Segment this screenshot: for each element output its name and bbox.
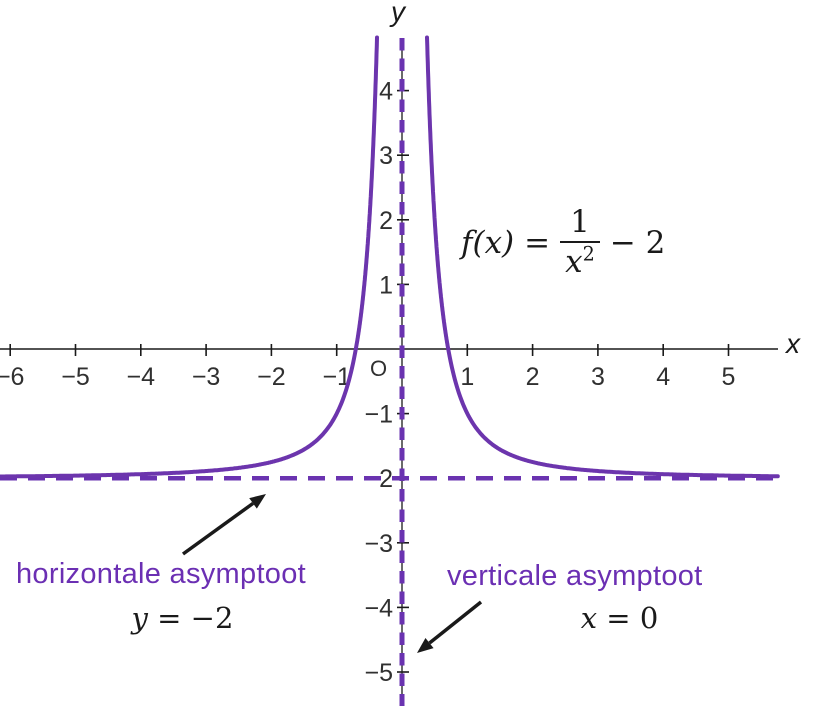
horizontal-asymptote-label: horizontale asymptoot (16, 558, 307, 590)
x-axis-label: x (786, 328, 800, 359)
y-axis-label: y (391, 0, 405, 27)
y-tick-label: 4 (379, 78, 393, 106)
arrow-to-horizontal-asymptote (181, 501, 255, 556)
x-tick-label: 1 (460, 363, 474, 391)
y-tick-label: −4 (364, 594, 393, 622)
y-tick-label: −3 (364, 530, 393, 558)
y-tick-label: 3 (379, 142, 393, 170)
x-tick-label: 3 (591, 363, 605, 391)
function-curve-left-branch (0, 35, 379, 479)
y-tick-label: 2 (379, 207, 393, 235)
horizontal-asymptote-equation-value: = −2 (147, 601, 234, 635)
x-tick-label: 5 (722, 363, 736, 391)
origin-label: O (370, 356, 388, 381)
formula-lhs: f(x) (461, 225, 515, 261)
x-tick-label: −6 (0, 363, 24, 391)
fraction-denominator: x2 (560, 241, 600, 281)
formula-fraction: 1 x2 (560, 205, 600, 280)
y-tick-label: 1 (379, 271, 393, 299)
horizontal-asymptote-equation-variable: y (131, 601, 148, 635)
vertical-asymptote-equation: x = 0 (557, 601, 682, 635)
fraction-denominator-exponent: 2 (582, 242, 595, 266)
formula-tail: − 2 (609, 225, 666, 261)
x-tick-label: 2 (526, 363, 540, 391)
x-tick-label: −3 (192, 363, 221, 391)
formula-equals-sign: = (524, 225, 551, 261)
horizontal-asymptote-equation: y = −2 (95, 601, 270, 635)
vertical-asymptote-label: verticale asymptoot (447, 560, 703, 592)
arrow-to-horizontal-asymptote-head (249, 494, 266, 509)
function-formula: f(x) = 1 x2 − 2 (461, 197, 665, 289)
y-tick-label: −5 (364, 659, 393, 687)
x-tick-label: −5 (61, 363, 90, 391)
x-tick-label: 4 (656, 363, 670, 391)
x-tick-label: −2 (257, 363, 286, 391)
arrow-to-vertical-asymptote (428, 600, 483, 645)
vertical-asymptote-equation-variable: x (580, 601, 598, 635)
y-tick-label: −1 (364, 401, 393, 429)
arrow-to-vertical-asymptote-head (417, 637, 434, 653)
fraction-denominator-base: x (565, 244, 583, 280)
vertical-asymptote-equation-value: = 0 (597, 601, 659, 635)
fraction-numerator: 1 (570, 204, 590, 241)
function-curve-right-branch (425, 35, 780, 479)
x-tick-label: −4 (127, 363, 156, 391)
